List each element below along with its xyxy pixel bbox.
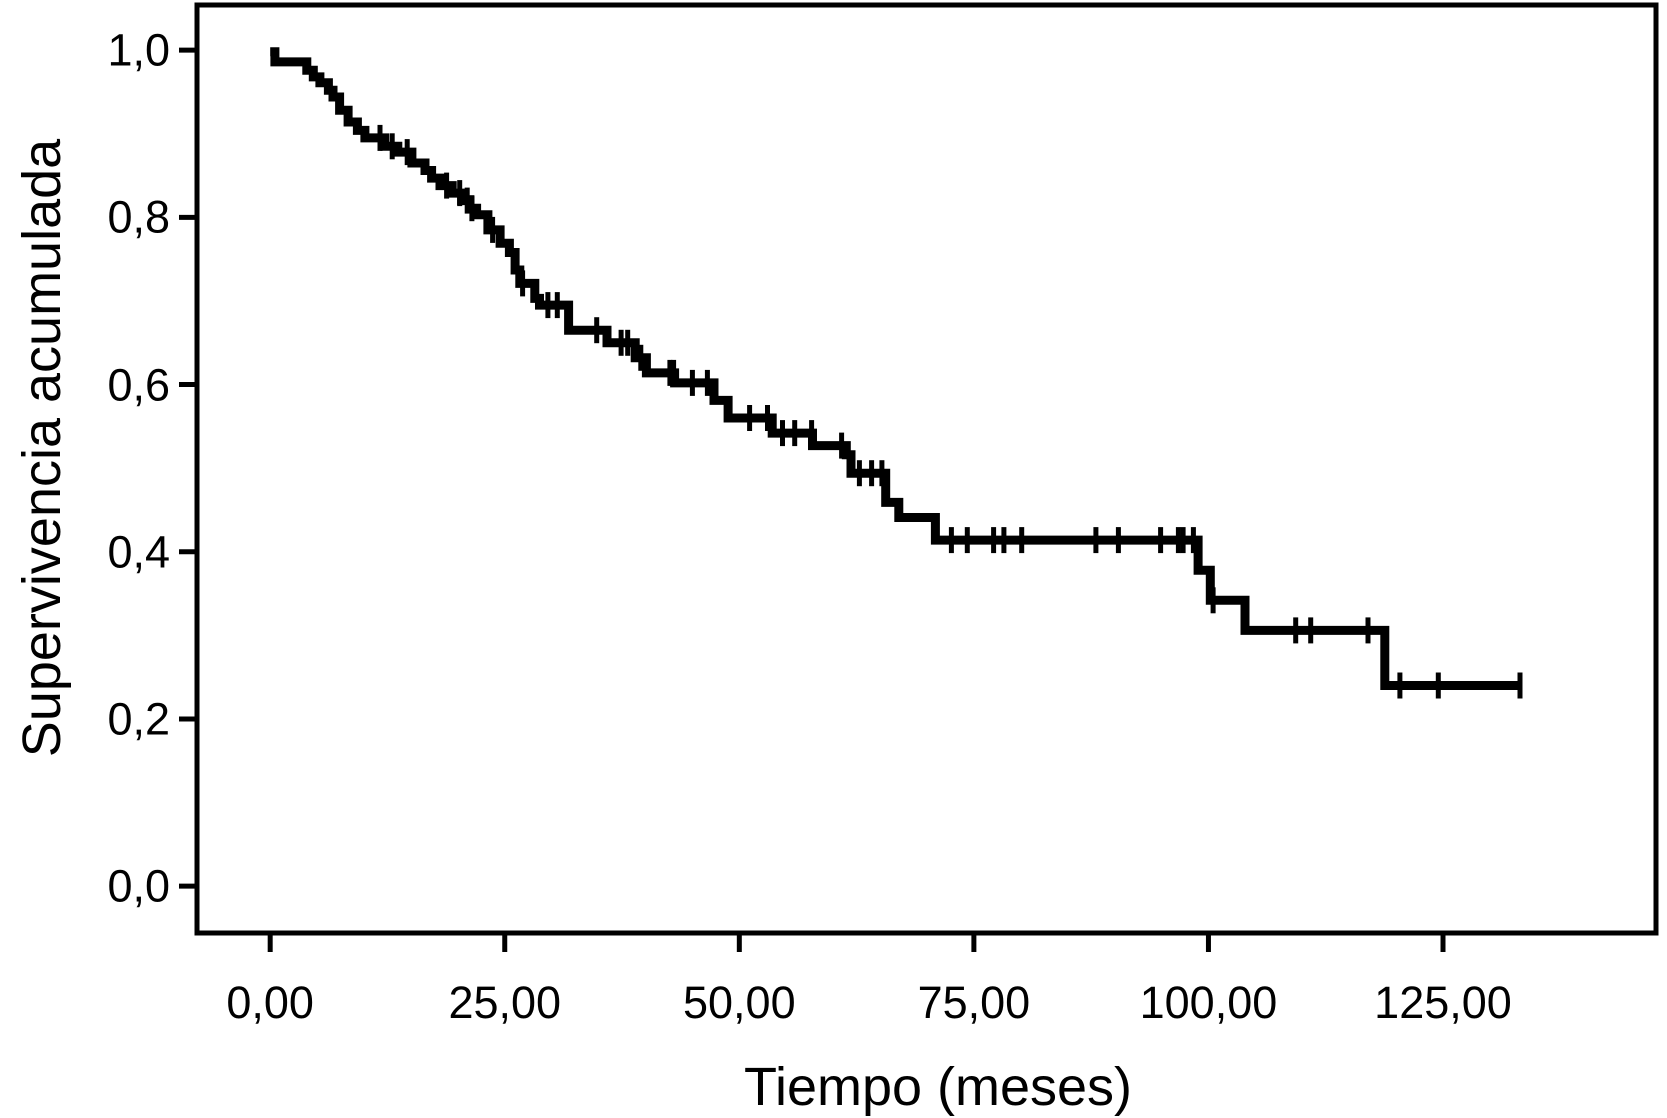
x-tick-label: 50,00	[683, 977, 796, 1028]
y-tick-label: 1,0	[107, 24, 170, 76]
survival-curve	[270, 47, 1521, 690]
y-tick-label: 0,0	[107, 860, 170, 912]
y-tick-label: 0,2	[107, 693, 170, 745]
x-tick-label: 125,00	[1374, 977, 1512, 1028]
x-tick-label: 100,00	[1139, 977, 1278, 1028]
x-axis-title: Tiempo (meses)	[743, 1057, 1133, 1117]
x-tick-label: 0,00	[226, 977, 314, 1028]
x-tick-label: 25,00	[448, 977, 562, 1028]
censor-marks	[377, 124, 1523, 699]
x-tick-label: 75,00	[917, 977, 1031, 1028]
plot-frame	[194, 2, 1659, 936]
y-tick-label: 0,8	[107, 191, 170, 243]
y-tick-label: 0,4	[107, 526, 170, 578]
y-tick-label: 0,6	[107, 359, 170, 411]
